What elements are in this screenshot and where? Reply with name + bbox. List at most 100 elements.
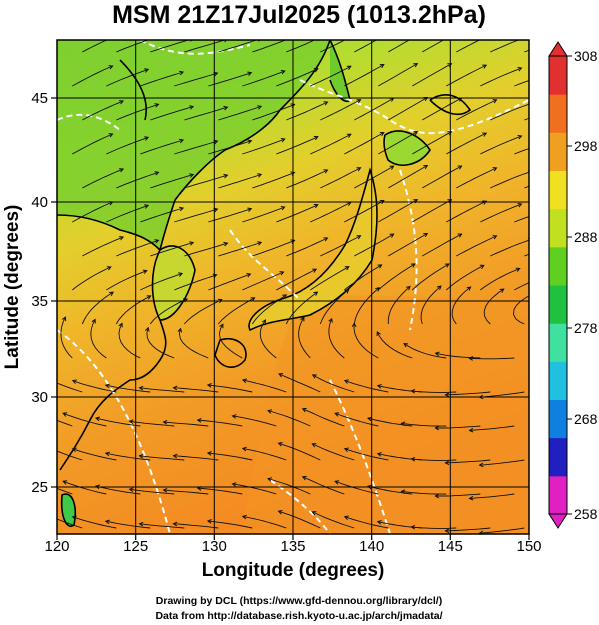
streamline <box>218 173 262 189</box>
streamline <box>72 448 117 461</box>
y-tick-label: 45 <box>31 90 48 107</box>
streamline-arrowhead <box>61 316 67 322</box>
streamline-arrowhead <box>423 30 427 33</box>
streamline-arrowhead <box>119 236 125 241</box>
streamline <box>116 40 149 53</box>
streamline <box>252 239 295 257</box>
colorbar-tick-label: 278 <box>574 320 598 336</box>
streamline <box>81 291 114 325</box>
streamline-arrowhead <box>109 291 114 296</box>
streamline-arrowhead <box>62 412 68 417</box>
streamline <box>278 373 321 393</box>
streamline <box>183 299 222 325</box>
streamline-arrowhead <box>517 135 523 140</box>
streamline-arrowhead <box>179 138 185 144</box>
streamline <box>116 239 159 257</box>
streamline-arrowhead <box>223 105 229 111</box>
streamline-arrowhead <box>217 298 223 304</box>
streamline-arrowhead <box>267 477 273 482</box>
streamline-arrowhead <box>482 200 488 205</box>
streamline-arrowhead <box>62 480 68 485</box>
streamline-arrowhead <box>179 70 185 76</box>
streamline <box>251 294 287 325</box>
streamline <box>116 103 159 121</box>
x-tick-label: 135 <box>280 538 305 555</box>
x-axis-label: Longitude (degrees) <box>202 560 385 581</box>
streamline <box>95 485 141 495</box>
streamline <box>446 200 487 223</box>
streamline-arrowhead <box>410 388 416 394</box>
streamline <box>140 207 184 223</box>
streamline-arrowhead <box>375 287 380 292</box>
streamline-arrowhead <box>410 524 416 530</box>
streamline-arrowhead <box>444 460 450 466</box>
streamline-arrowhead <box>71 447 77 453</box>
colorbar-band <box>549 361 567 400</box>
streamline <box>490 103 529 121</box>
streamline-arrowhead <box>31 408 35 412</box>
y-tick-label: 25 <box>31 479 48 496</box>
streamline-arrowhead <box>118 322 123 328</box>
streamline-arrowhead <box>517 67 523 72</box>
streamline <box>422 165 462 189</box>
streamline-arrowhead <box>154 239 160 244</box>
streamline-arrowhead <box>106 266 112 271</box>
streamline <box>63 480 107 495</box>
streamline <box>456 235 497 257</box>
streamline <box>242 515 287 529</box>
wind-streamlines <box>31 30 532 534</box>
streamline-arrowhead <box>313 203 319 209</box>
streamline-arrowhead <box>343 379 349 384</box>
streamline-arrowhead <box>246 273 252 278</box>
streamline <box>378 63 418 87</box>
colorbar-band <box>549 323 567 362</box>
streamline <box>82 40 108 53</box>
streamline <box>344 380 389 393</box>
streamline <box>106 270 147 291</box>
streamline-arrowhead <box>172 453 178 459</box>
warm-ocean-region <box>240 295 529 534</box>
streamline-arrowhead <box>492 99 498 104</box>
streamline-arrowhead <box>250 297 256 302</box>
streamline-arrowhead <box>261 319 267 325</box>
streamline <box>480 135 522 155</box>
colorbar-band <box>549 170 567 210</box>
streamline <box>207 384 253 393</box>
streamline-arrowhead <box>528 35 532 39</box>
streamline <box>514 148 529 155</box>
streamline-arrowhead <box>231 482 237 487</box>
colorbar-tick-label: 258 <box>574 506 598 522</box>
streamline <box>310 65 352 87</box>
streamline-arrowhead <box>403 343 409 348</box>
streamline <box>57 487 73 495</box>
streamline-arrowhead <box>40 512 44 515</box>
streamline-arrowhead <box>178 272 184 277</box>
colorbar-band <box>549 56 567 95</box>
streamline <box>302 476 345 495</box>
streamline-arrowhead <box>189 173 195 178</box>
streamline <box>217 297 255 325</box>
streamline <box>95 417 141 427</box>
streamline-arrowhead <box>128 487 134 493</box>
streamline <box>252 40 287 53</box>
streamline <box>242 70 285 87</box>
streamline <box>63 412 107 427</box>
streamline <box>139 523 185 529</box>
colorbar-top-arrow <box>548 41 568 57</box>
y-tick-label: 35 <box>31 293 48 310</box>
streamline <box>276 136 318 155</box>
streamline <box>242 447 287 461</box>
streamline-arrowhead <box>492 235 498 240</box>
streamline <box>232 483 277 495</box>
streamline <box>173 387 219 393</box>
y-tick-label: 30 <box>31 389 48 406</box>
streamline <box>445 391 491 396</box>
streamline-arrowhead <box>108 133 114 138</box>
streamline <box>469 357 515 360</box>
streamline <box>178 328 209 359</box>
streamline <box>411 526 457 529</box>
streamline-arrowhead <box>379 199 385 205</box>
streamline-arrowhead <box>247 71 253 76</box>
streamline-arrowhead <box>482 132 488 137</box>
streamline <box>242 271 284 291</box>
